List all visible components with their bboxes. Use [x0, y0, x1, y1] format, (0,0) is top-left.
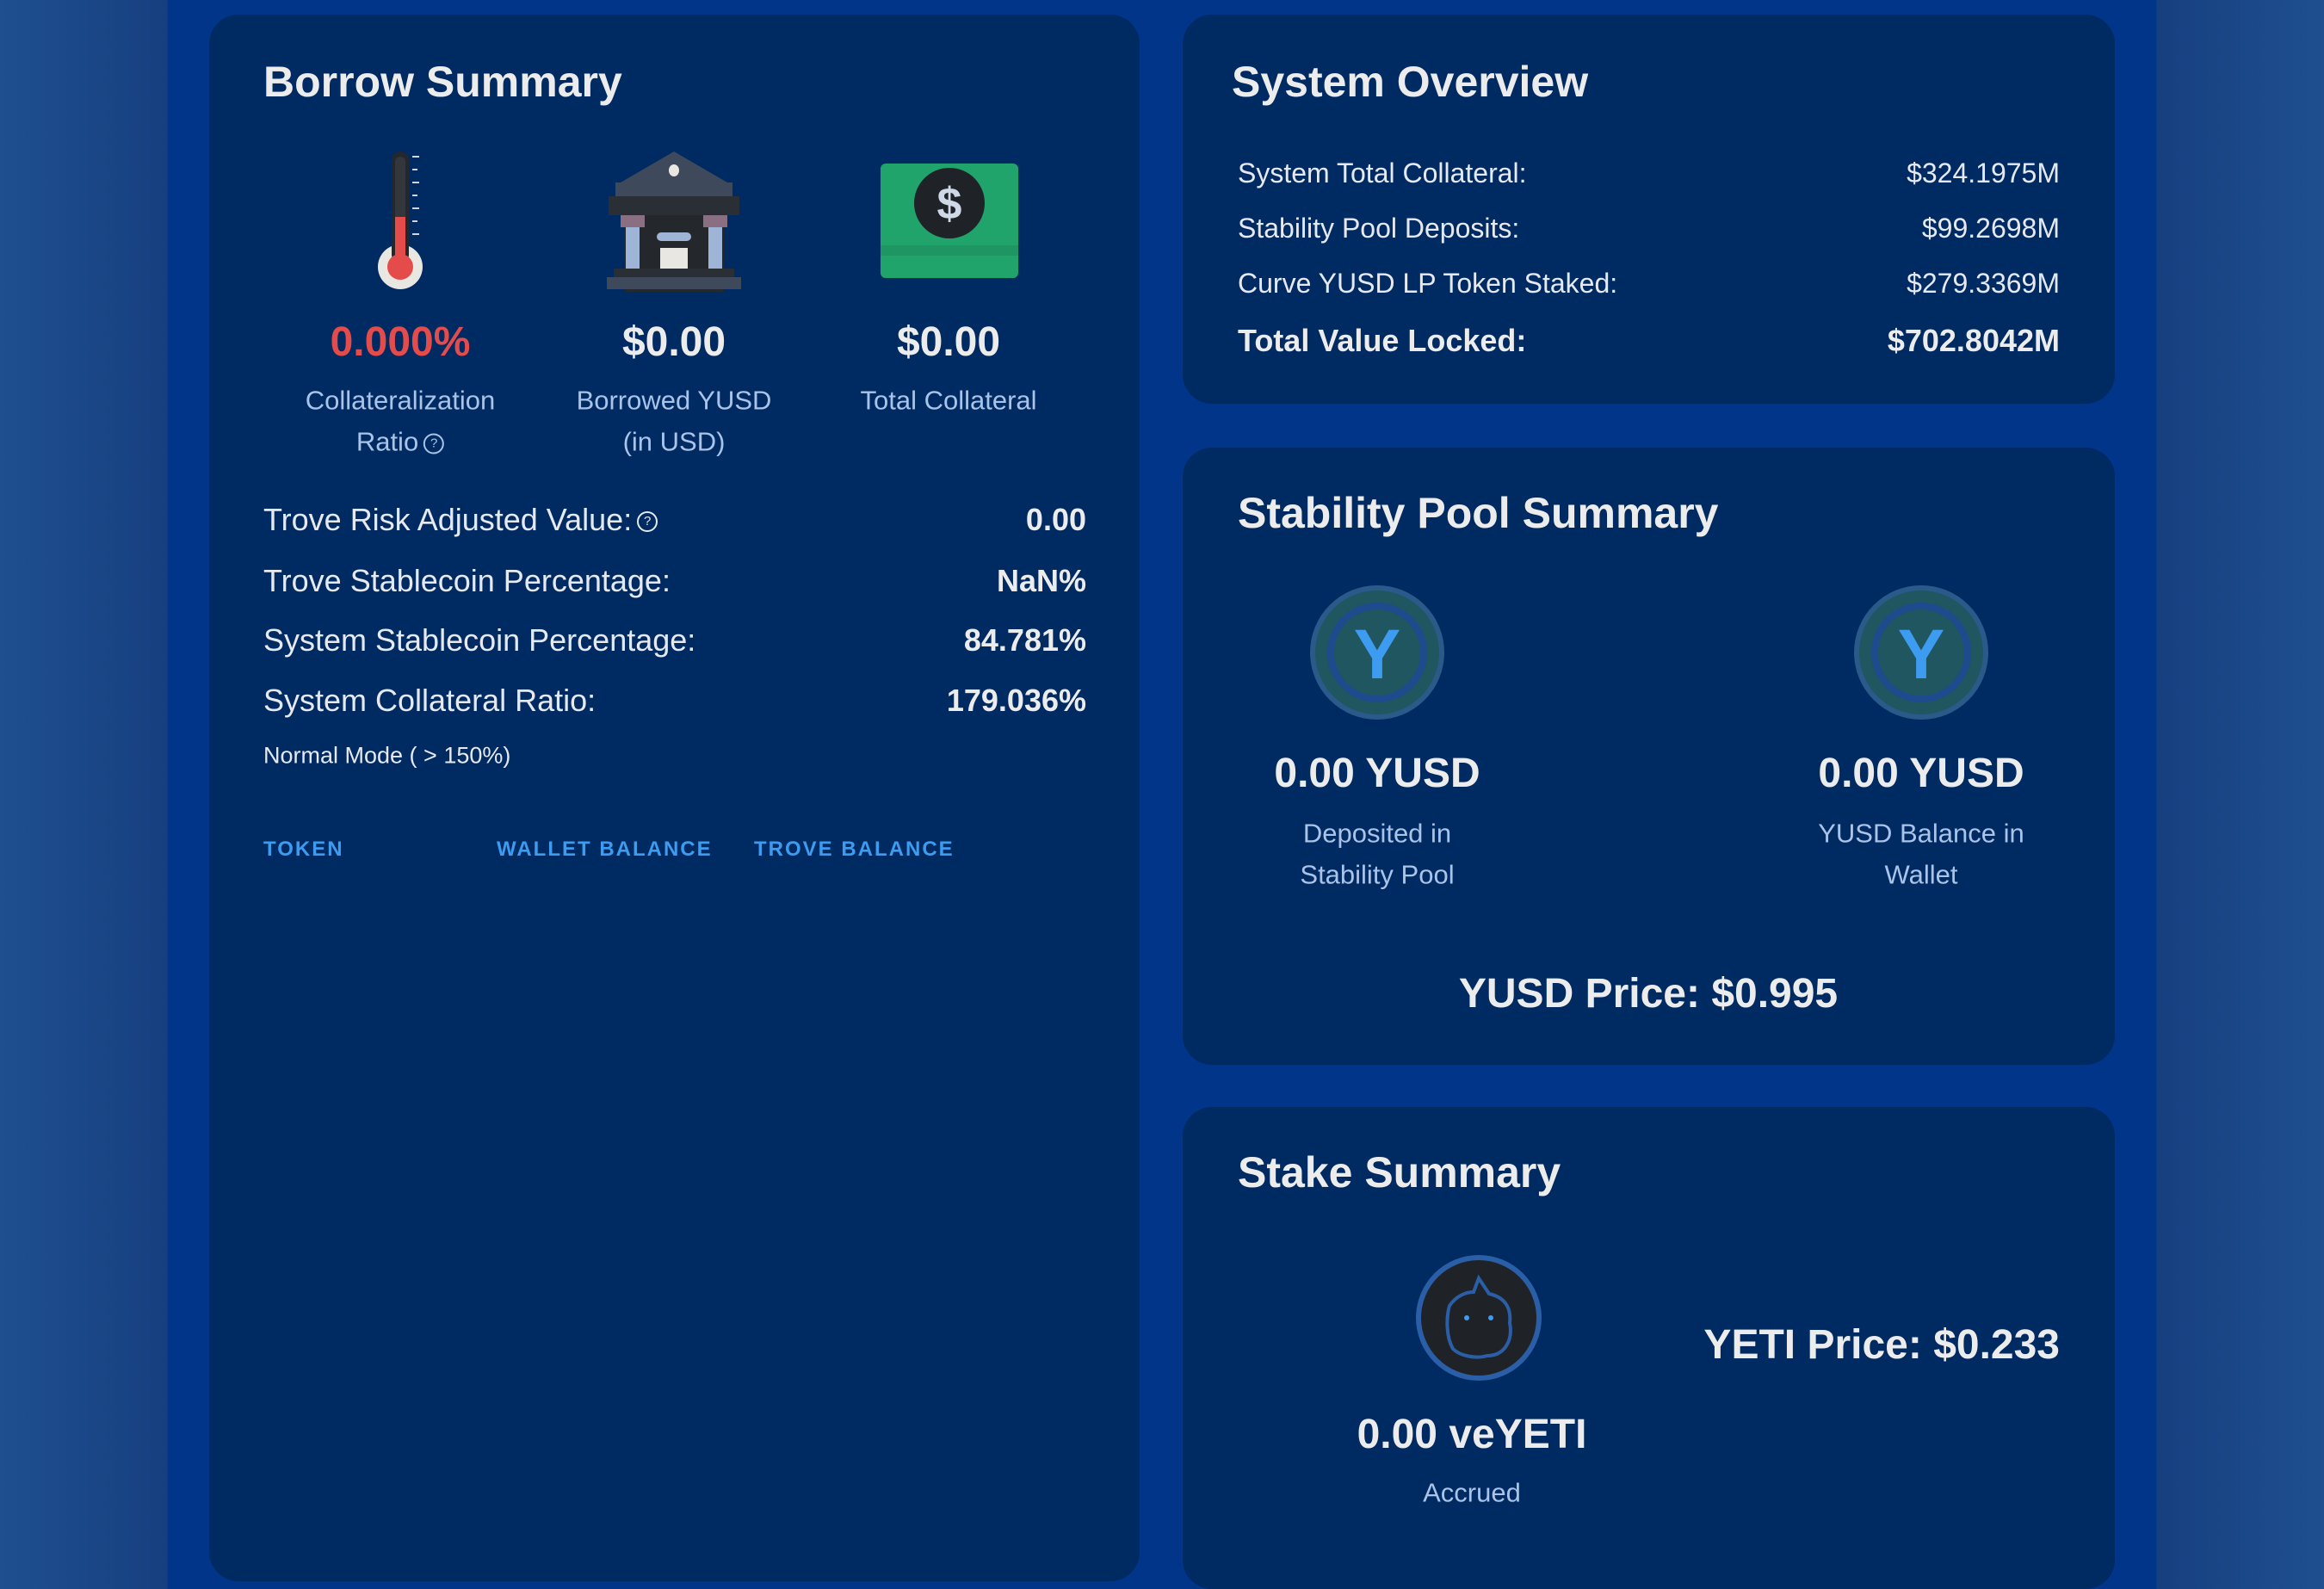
svg-text:Y: Y	[1354, 615, 1401, 694]
help-icon[interactable]: ?	[637, 511, 658, 533]
ratio-label: Ratio	[355, 426, 419, 457]
stake-summary-title: Stake Summary	[1238, 1148, 1561, 1196]
collateralization-ratio-label: Collateralization	[305, 385, 496, 416]
system-stablecoin-value: 84.781%	[963, 622, 1086, 658]
yusd-price: YUSD Price: $0.995	[1458, 971, 1839, 1017]
stability-pool-card	[1183, 448, 2115, 1065]
borrow-summary-title: Borrow Summary	[263, 58, 622, 106]
system-overview-card	[1183, 15, 2115, 404]
collateralization-ratio-label-2: Ratio?	[355, 426, 445, 457]
borrowed-yusd-value: $0.00	[621, 319, 726, 365]
curve-lp-staked-value: $279.3369M	[1907, 268, 2060, 299]
stake-summary-card	[1183, 1107, 2115, 1589]
help-icon[interactable]: ?	[423, 433, 445, 454]
curve-lp-staked-label: Curve YUSD LP Token Staked:	[1238, 268, 1618, 299]
column-header-token[interactable]: TOKEN	[263, 838, 344, 861]
yeti-price: YETI Price: $0.233	[1703, 1322, 2060, 1368]
trove-risk-text: Trove Risk Adjusted Value:	[263, 502, 633, 537]
mode-text: Normal Mode ( > 150%)	[263, 742, 511, 769]
deposited-label: Deposited in	[1302, 818, 1452, 849]
veyeti-value: 0.00 veYETI	[1357, 1412, 1587, 1457]
total-value-locked-label: Total Value Locked:	[1238, 323, 1527, 358]
borrowed-yusd-label-2: (in USD)	[622, 426, 726, 457]
system-overview-title: System Overview	[1232, 58, 1589, 106]
svg-text:Y: Y	[1898, 615, 1945, 694]
yusd-logo-icon: Y	[1310, 585, 1444, 720]
system-collateral-ratio-value: 179.036%	[946, 683, 1086, 718]
stability-pool-title: Stability Pool Summary	[1238, 489, 1719, 537]
yusd-logo-icon: Y	[1854, 585, 1988, 720]
wallet-yusd-label: YUSD Balance in	[1818, 818, 2024, 849]
stability-pool-deposits-value: $99.2698M	[1921, 213, 2060, 244]
veyeti-label: Accrued	[1423, 1477, 1521, 1508]
total-collateral-label: Total Collateral	[860, 385, 1037, 416]
wallet-yusd-label-2: Wallet	[1884, 859, 1958, 890]
collateralization-ratio-value: 0.000%	[330, 319, 471, 365]
deposited-yusd-value: 0.00 YUSD	[1274, 751, 1480, 796]
column-header-trove-balance[interactable]: TROVE BALANCE	[754, 838, 955, 861]
svg-text:$: $	[937, 179, 962, 229]
trove-stablecoin-value: NaN%	[996, 563, 1086, 598]
deposited-label-2: Stability Pool	[1300, 859, 1455, 890]
total-value-locked-value: $702.8042M	[1887, 323, 2060, 358]
system-total-collateral-value: $324.1975M	[1907, 158, 2060, 189]
system-total-collateral-label: System Total Collateral:	[1238, 158, 1527, 189]
borrowed-yusd-label: Borrowed YUSD	[576, 385, 772, 416]
trove-risk-value: 0.00	[1025, 502, 1086, 537]
total-collateral-value: $0.00	[896, 319, 1001, 365]
system-stablecoin-label: System Stablecoin Percentage:	[263, 622, 696, 658]
bank-base	[607, 269, 741, 289]
column-header-wallet-balance[interactable]: WALLET BALANCE	[497, 838, 713, 861]
thermometer-icon	[378, 151, 423, 289]
dollar-bill-icon: $	[881, 164, 1018, 278]
trove-stablecoin-label: Trove Stablecoin Percentage:	[263, 563, 671, 598]
system-collateral-ratio-label: System Collateral Ratio:	[263, 683, 596, 718]
yeti-logo-icon	[1416, 1255, 1542, 1381]
trove-risk-label: Trove Risk Adjusted Value:?	[263, 504, 658, 535]
stability-pool-deposits-label: Stability Pool Deposits:	[1238, 213, 1520, 244]
wallet-yusd-value: 0.00 YUSD	[1818, 751, 2024, 796]
